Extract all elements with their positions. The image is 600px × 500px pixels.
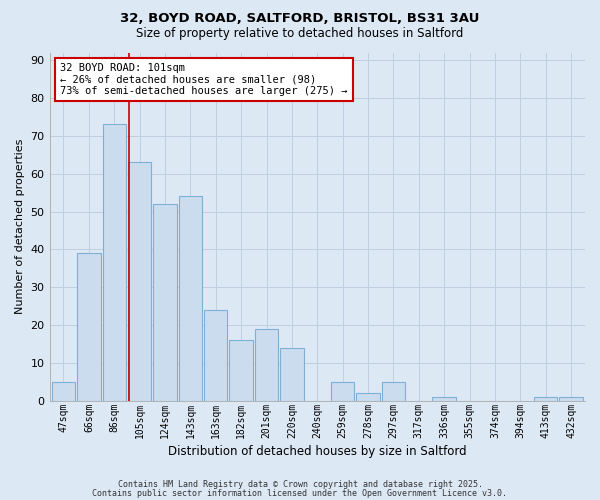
Text: Size of property relative to detached houses in Saltford: Size of property relative to detached ho… (136, 28, 464, 40)
Bar (204, 310, 227, 401)
Bar (280, 348, 304, 401)
Y-axis label: Number of detached properties: Number of detached properties (15, 139, 25, 314)
Bar (559, 397, 583, 401)
Bar (331, 382, 355, 401)
Bar (52, 382, 75, 401)
Bar (534, 397, 557, 401)
X-axis label: Distribution of detached houses by size in Saltford: Distribution of detached houses by size … (168, 444, 467, 458)
Bar (154, 204, 176, 401)
Text: Contains HM Land Registry data © Crown copyright and database right 2025.: Contains HM Land Registry data © Crown c… (118, 480, 482, 489)
Text: 32, BOYD ROAD, SALTFORD, BRISTOL, BS31 3AU: 32, BOYD ROAD, SALTFORD, BRISTOL, BS31 3… (121, 12, 479, 26)
Bar (77, 253, 101, 401)
Text: 32 BOYD ROAD: 101sqm
← 26% of detached houses are smaller (98)
73% of semi-detac: 32 BOYD ROAD: 101sqm ← 26% of detached h… (60, 63, 348, 96)
Bar (229, 340, 253, 401)
Bar (103, 124, 126, 401)
Bar (356, 394, 380, 401)
Bar (255, 329, 278, 401)
Text: Contains public sector information licensed under the Open Government Licence v3: Contains public sector information licen… (92, 490, 508, 498)
Bar (433, 397, 456, 401)
Bar (128, 162, 151, 401)
Bar (382, 382, 405, 401)
Bar (179, 196, 202, 401)
